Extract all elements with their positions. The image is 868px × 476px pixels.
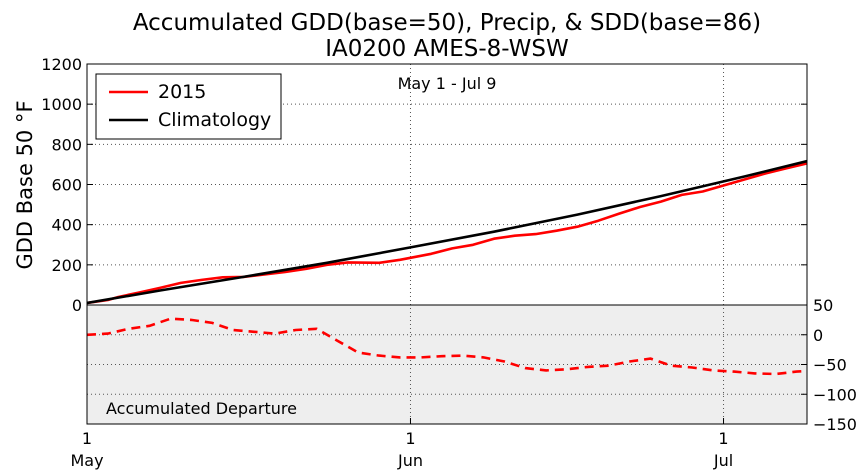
y-tick-label-departure-0: 0 xyxy=(813,326,823,345)
series-line-climatology xyxy=(87,159,807,305)
x-tick-month-label-jul: Jul xyxy=(713,451,733,470)
y-tick-label-gdd-600: 600 xyxy=(51,176,82,195)
y-tick-label-gdd-0: 0 xyxy=(72,296,82,315)
x-tick-day-label-jul: 1 xyxy=(718,429,728,448)
axis-layer: 0 200 400 600 800 1000 1200 50 0 −50 −100 −150 1 May 1… xyxy=(41,55,857,470)
y-tick-label-gdd-800: 800 xyxy=(51,135,82,154)
y-tick-label-departure-−100: −100 xyxy=(813,385,857,404)
departure-panel-label: Accumulated Departure xyxy=(106,399,297,418)
x-tick-day-label-may: 1 xyxy=(82,429,92,448)
y-axis-label: GDD Base 50 °F xyxy=(13,100,37,269)
y-tick-label-departure-50: 50 xyxy=(813,296,833,315)
x-tick-month-label-jun: Jun xyxy=(397,451,423,470)
x-tick-day-label-jun: 1 xyxy=(405,429,415,448)
x-tick-month-label-may: May xyxy=(70,451,103,470)
legend-label-climatology: Climatology xyxy=(158,109,271,131)
legend-label-2015: 2015 xyxy=(158,81,206,103)
y-tick-label-departure-−50: −50 xyxy=(813,356,847,375)
y-tick-label-gdd-200: 200 xyxy=(51,256,82,275)
chart-title: Accumulated GDD(base=50), Precip, & SDD(… xyxy=(133,10,761,36)
legend-box xyxy=(95,73,282,140)
y-tick-label-departure-−150: −150 xyxy=(813,415,857,434)
chart-subtitle: IA0200 AMES-8-WSW xyxy=(325,36,568,62)
y-tick-label-gdd-1200: 1200 xyxy=(41,55,82,74)
date-range-annotation: May 1 - Jul 9 xyxy=(398,74,497,93)
series-layer xyxy=(87,159,807,376)
legend: 2015 Climatology xyxy=(95,73,282,140)
y-tick-label-gdd-1000: 1000 xyxy=(41,95,82,114)
y-tick-label-gdd-400: 400 xyxy=(51,216,82,235)
